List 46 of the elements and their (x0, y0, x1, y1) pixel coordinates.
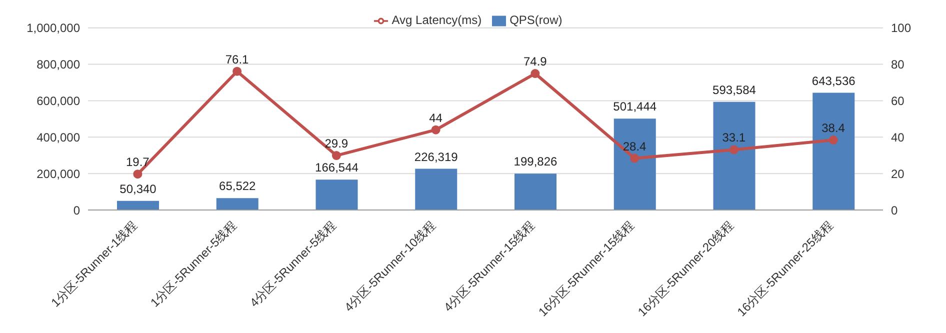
data-label: 76.1 (225, 52, 250, 66)
point (630, 154, 640, 163)
data-label: 74.9 (524, 54, 548, 69)
data-label: 501,444 (613, 100, 657, 114)
data-label: 166,544 (315, 160, 359, 175)
legend-label: QPS(row) (510, 13, 562, 27)
data-label: 28.4 (622, 139, 647, 154)
data-label: 33.1 (722, 130, 746, 145)
legend-label: Avg Latency(ms) (392, 13, 482, 27)
bar (614, 118, 656, 210)
y-tick-label: 1,000,000 (26, 21, 80, 36)
y2-tick-label: 100 (891, 21, 912, 36)
point (232, 66, 242, 76)
y-tick-label: 600,000 (36, 94, 80, 108)
data-label: 50,340 (120, 182, 157, 196)
y-tick-label: 800,000 (36, 58, 80, 72)
data-label: 29.9 (324, 136, 348, 151)
bar (415, 168, 458, 210)
point (828, 136, 838, 145)
y2-tick-label: 0 (891, 203, 898, 218)
point (133, 170, 142, 179)
y-tick-label: 0 (73, 203, 80, 218)
bar (713, 102, 756, 210)
data-label: 65,522 (219, 179, 256, 194)
data-label: 226,319 (414, 150, 458, 164)
bar (216, 198, 258, 210)
data-label: 38.4 (822, 121, 846, 136)
y-tick-label: 200,000 (36, 166, 80, 181)
bar (117, 200, 159, 210)
point (729, 145, 738, 154)
bar (812, 92, 855, 210)
y2-tick-label: 60 (891, 94, 905, 108)
bar (514, 174, 556, 210)
data-label: 44 (429, 110, 443, 125)
data-label: 199,826 (514, 154, 558, 169)
data-label: 19.7 (126, 155, 150, 170)
y2-tick-label: 20 (891, 166, 905, 181)
point (332, 151, 341, 160)
data-label: 643,536 (812, 74, 856, 88)
bar (316, 180, 358, 210)
point (431, 125, 440, 134)
y2-tick-label: 40 (891, 130, 905, 144)
y-tick-label: 400,000 (36, 130, 80, 144)
y2-tick-label: 80 (891, 58, 905, 72)
data-label: 593,584 (712, 82, 756, 97)
point (530, 69, 540, 78)
